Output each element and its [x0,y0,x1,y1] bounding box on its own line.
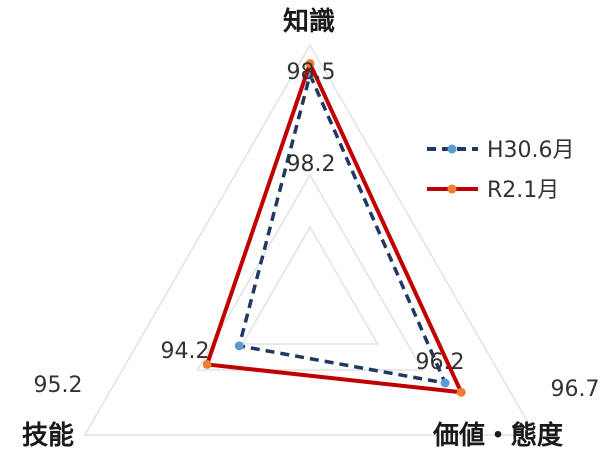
data-label-r2-value-attitude: 96.7 [551,377,600,402]
data-label-r2-skill: 95.2 [34,373,83,398]
legend-item-h30: H30.6月 [427,138,575,163]
series-layer [202,59,466,397]
series-line-1 [237,72,447,385]
data-label-h30-value-attitude: 96.2 [416,350,465,375]
series-2-point-1 [305,59,315,69]
series-line-2 [205,61,464,395]
series-1-point-2 [440,378,450,388]
axis-label-value-attitude: 価値・態度 [432,420,563,451]
data-label-h30-knowledge: 98.2 [287,152,336,177]
legend-marker-r2 [447,184,457,194]
axis-label-skill: 技能 [22,420,74,451]
legend-item-r2: R2.1月 [427,178,559,203]
legend-label-h30: H30.6月 [487,138,575,163]
grid-ring-3 [241,225,379,345]
grid-ring-2 [196,173,424,371]
series-1-point-3 [234,341,244,351]
legend-marker-h30 [447,144,457,154]
series-2-point-2 [456,387,466,397]
data-label-r2-knowledge: 98.5 [287,60,336,85]
legend: H30.6月 R2.1月 [427,138,575,203]
grid-ring-1 [83,43,537,436]
data-label-h30-skill: 94.2 [161,339,210,364]
radar-grid [83,43,537,436]
legend-label-r2: R2.1月 [487,178,559,203]
axis-label-knowledge: 知識 [283,7,335,37]
series-2-point-3 [202,359,212,369]
